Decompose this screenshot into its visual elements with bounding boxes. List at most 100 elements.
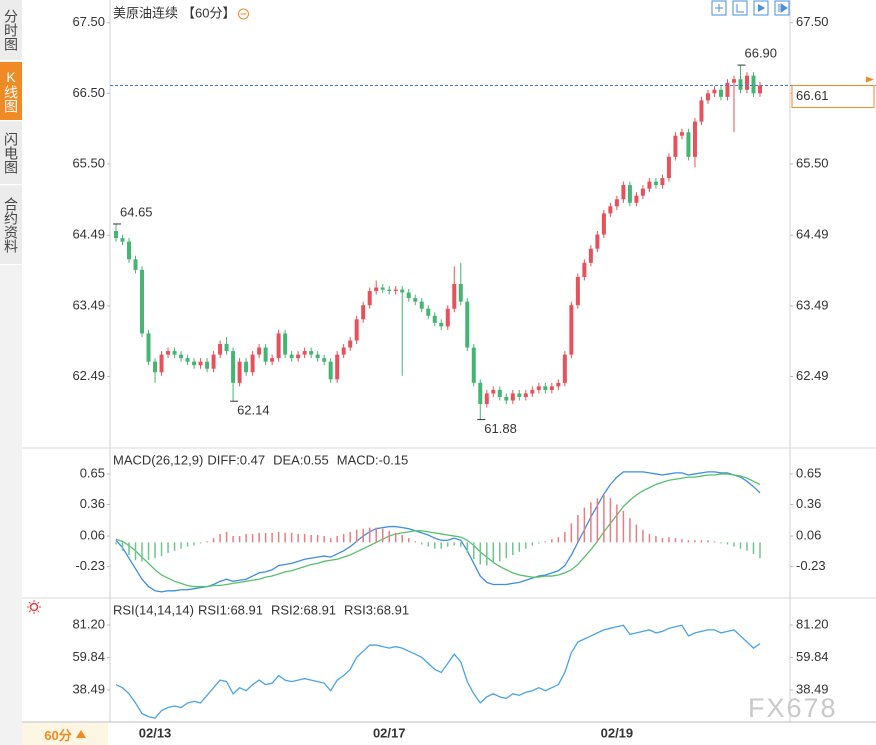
candle-body xyxy=(231,351,236,383)
legend-entry: RSI3:68.91 xyxy=(344,602,409,617)
candle-body xyxy=(419,301,424,309)
candle-body xyxy=(153,361,158,373)
y2-tick-label: 64.49 xyxy=(796,227,829,242)
candle-body xyxy=(192,361,197,366)
candle-body xyxy=(718,89,723,97)
legend-entry: DIFF:0.47 xyxy=(207,452,265,467)
y2-tick-label: 63.49 xyxy=(796,297,829,312)
candle-body xyxy=(341,347,346,355)
y-tick-label: 81.20 xyxy=(72,616,105,631)
candle-body xyxy=(133,259,138,270)
candle-body xyxy=(263,347,268,362)
tool-icon xyxy=(715,4,723,12)
candle-body xyxy=(439,322,444,327)
indicator-line xyxy=(115,473,761,588)
candle-body xyxy=(244,361,249,373)
candle-body xyxy=(582,262,587,277)
candle-body xyxy=(471,347,476,383)
x-tick-label: 02/19 xyxy=(601,725,634,740)
candle-body xyxy=(140,269,145,334)
candle-body xyxy=(517,393,522,397)
period-button[interactable]: 60分 xyxy=(22,723,108,745)
y2-tick-label: 38.49 xyxy=(796,681,829,696)
candle-body xyxy=(666,156,671,179)
candle-body xyxy=(614,199,619,207)
candle-body xyxy=(146,333,151,362)
sidebar-tab[interactable]: 闪电图 xyxy=(0,122,22,185)
x-tick-label: 02/17 xyxy=(373,725,406,740)
sidebar-tab[interactable]: 合约资料 xyxy=(0,186,22,265)
candle-body xyxy=(328,361,333,380)
panel-title: 美原油连续 xyxy=(113,5,178,20)
candle-body xyxy=(322,358,327,362)
candle-body xyxy=(510,393,515,401)
period-tag: 【60分】 xyxy=(182,5,235,20)
y2-tick-label: 0.65 xyxy=(796,465,821,480)
zoom-icon xyxy=(237,8,249,20)
y2-tick-label: 62.49 xyxy=(796,368,829,383)
candle-body xyxy=(653,181,658,186)
y-tick-label: 0.36 xyxy=(80,496,105,511)
panel-title: RSI(14,14,14) xyxy=(113,602,194,617)
candle-body xyxy=(393,289,398,292)
candle-body xyxy=(445,308,450,327)
candle-body xyxy=(595,234,600,249)
candle-body xyxy=(484,393,489,405)
indicator-line xyxy=(115,624,761,719)
candle-body xyxy=(458,283,463,302)
candle-body xyxy=(465,301,470,348)
candle-body xyxy=(569,305,574,355)
candle-body xyxy=(504,396,509,401)
y-tick-label: 0.65 xyxy=(80,465,105,480)
candle-body xyxy=(751,75,756,94)
rsi-icon[interactable] xyxy=(27,600,41,614)
extreme-label: 66.90 xyxy=(744,46,777,61)
y2-tick-label: 0.06 xyxy=(796,527,821,542)
y2-tick-label: 0.36 xyxy=(796,496,821,511)
candle-body xyxy=(491,389,496,394)
y-tick-label: 66.50 xyxy=(72,85,105,100)
candle-body xyxy=(309,351,314,355)
candle-body xyxy=(218,344,223,355)
icon xyxy=(27,600,41,614)
candle-body xyxy=(335,354,340,380)
extreme-label: 61.88 xyxy=(484,421,517,436)
candle-body xyxy=(523,393,528,397)
candle-body xyxy=(172,351,177,355)
toolbar[interactable] xyxy=(711,0,790,16)
sidebar-tab[interactable]: K线图 xyxy=(0,62,22,121)
candle-body xyxy=(387,289,392,292)
candle-body xyxy=(497,389,502,397)
candle-body xyxy=(276,333,281,359)
candle-body xyxy=(257,347,262,355)
y-tick-label: 59.84 xyxy=(72,649,105,664)
candle-body xyxy=(374,287,379,292)
candle-body xyxy=(432,315,437,323)
y-tick-label: -0.23 xyxy=(75,558,105,573)
tool-button[interactable] xyxy=(732,0,748,16)
watermark: FX678 xyxy=(748,693,838,723)
y2-tick-label: 65.50 xyxy=(796,155,829,170)
last-price-box xyxy=(791,85,875,109)
candle-body xyxy=(575,276,580,306)
y2-tick-label: 67.50 xyxy=(796,14,829,29)
candle-body xyxy=(627,185,632,203)
candle-body xyxy=(198,361,203,366)
y2-tick-label: -0.23 xyxy=(796,558,826,573)
candle-body xyxy=(159,354,164,373)
candle-body xyxy=(380,287,385,290)
y-tick-label: 38.49 xyxy=(72,681,105,696)
tool-icon xyxy=(758,4,765,12)
y-tick-label: 62.49 xyxy=(72,368,105,383)
candle-body xyxy=(250,354,255,373)
sidebar-tab[interactable]: 分时图 xyxy=(0,0,22,61)
candle-body xyxy=(302,351,307,355)
candle-body xyxy=(640,188,645,196)
y-tick-label: 63.49 xyxy=(72,297,105,312)
candle-body xyxy=(621,185,626,200)
candle-body xyxy=(114,231,118,239)
candle-body xyxy=(120,238,125,242)
candle-body xyxy=(679,132,684,136)
